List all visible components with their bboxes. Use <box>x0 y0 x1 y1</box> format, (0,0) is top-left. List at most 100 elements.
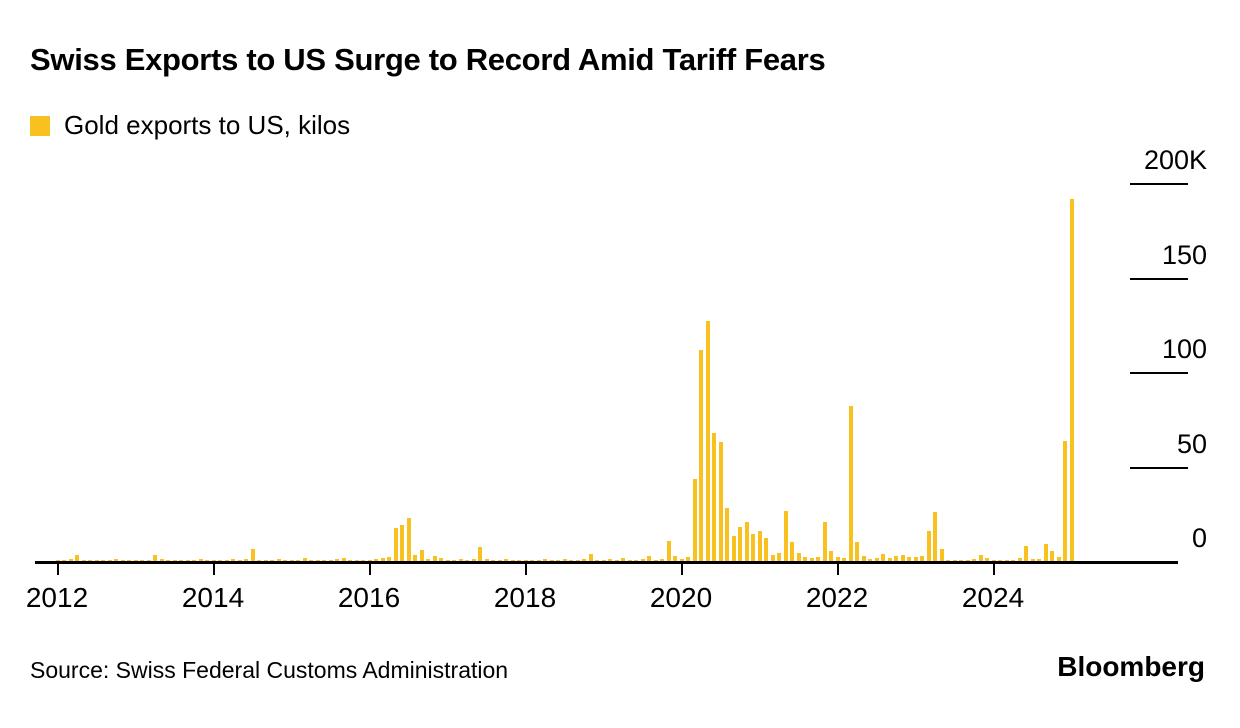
bar <box>276 559 281 561</box>
bar <box>478 546 483 561</box>
bar <box>757 530 762 561</box>
chart-title: Swiss Exports to US Surge to Record Amid… <box>30 42 826 77</box>
bar <box>887 558 892 561</box>
bar <box>731 535 736 561</box>
x-axis-tick <box>525 561 527 575</box>
bar <box>413 555 418 561</box>
bar <box>465 559 470 561</box>
bar <box>510 559 515 561</box>
bar <box>679 558 684 561</box>
bar <box>491 559 496 561</box>
bar <box>361 559 366 561</box>
x-axis-year-label: 2012 <box>25 582 89 613</box>
bar <box>848 406 853 561</box>
bar <box>874 558 879 561</box>
bar <box>595 559 600 561</box>
bar <box>855 542 860 561</box>
x-axis-tick <box>681 561 683 575</box>
bar <box>868 559 873 561</box>
bar <box>744 522 749 561</box>
bar <box>562 559 567 561</box>
bar <box>1056 557 1061 561</box>
bar <box>666 541 671 561</box>
bar <box>439 558 444 561</box>
bar <box>94 559 99 561</box>
bar <box>471 559 476 561</box>
bar <box>530 559 535 561</box>
bar <box>634 559 639 561</box>
bar <box>309 559 314 561</box>
bar <box>972 559 977 561</box>
bar <box>770 555 775 561</box>
bar <box>328 559 333 561</box>
bar <box>452 559 457 561</box>
bar <box>588 554 593 561</box>
bar <box>458 559 463 561</box>
bar <box>985 558 990 561</box>
bar <box>549 559 554 561</box>
bar <box>842 558 847 561</box>
bar <box>341 558 346 561</box>
bar <box>673 556 678 561</box>
y-axis-label: 150 <box>1161 239 1207 270</box>
bar <box>257 559 262 561</box>
bar <box>822 522 827 561</box>
bar <box>192 559 197 561</box>
bar <box>920 556 925 561</box>
bar <box>146 559 151 561</box>
bar <box>764 538 769 561</box>
source-note: Source: Swiss Federal Customs Administra… <box>30 657 509 683</box>
bar <box>198 559 203 561</box>
bar <box>1043 544 1048 561</box>
bar <box>211 559 216 561</box>
bar <box>484 558 489 561</box>
bar <box>107 559 112 561</box>
bar <box>556 559 561 561</box>
bar <box>543 559 548 561</box>
bar <box>101 560 106 561</box>
bar <box>55 559 60 561</box>
bar <box>907 557 912 561</box>
bloomberg-logo: Bloomberg <box>1057 651 1205 682</box>
y-axis-label: 0 <box>1191 523 1207 553</box>
bar <box>933 511 938 561</box>
y-axis-tick <box>1130 372 1188 375</box>
bar <box>686 557 691 561</box>
y-axis-label: 200K <box>1143 145 1207 176</box>
x-axis-year-label: 2016 <box>337 582 401 613</box>
bar <box>380 558 385 561</box>
bar <box>432 556 437 561</box>
bar <box>816 557 821 561</box>
bar <box>952 559 957 561</box>
bar <box>640 559 645 561</box>
y-axis-tick <box>1130 466 1188 469</box>
bar <box>926 530 931 561</box>
bar <box>231 559 236 561</box>
bar <box>998 559 1003 561</box>
bar <box>575 559 580 561</box>
bar <box>1017 558 1022 561</box>
bar <box>1011 559 1016 561</box>
bar <box>829 550 834 561</box>
bar <box>978 555 983 561</box>
x-axis-tick <box>57 561 59 575</box>
bar <box>783 511 788 561</box>
bar <box>946 559 951 561</box>
bar <box>1050 550 1055 561</box>
y-axis-tick <box>1130 277 1188 280</box>
y-axis-tick <box>1130 183 1188 186</box>
y-axis-label: 100 <box>1161 334 1207 365</box>
bar <box>965 559 970 561</box>
bar <box>1069 198 1074 561</box>
bar <box>296 559 301 561</box>
bar <box>315 559 320 561</box>
bar <box>205 559 210 561</box>
bar <box>354 559 359 561</box>
bar <box>725 508 730 561</box>
legend: Gold exports to US, kilos <box>30 110 350 141</box>
x-axis-tick <box>369 561 371 575</box>
bar <box>68 559 73 561</box>
bar <box>140 559 145 561</box>
bar <box>751 533 756 561</box>
bar <box>991 560 996 561</box>
